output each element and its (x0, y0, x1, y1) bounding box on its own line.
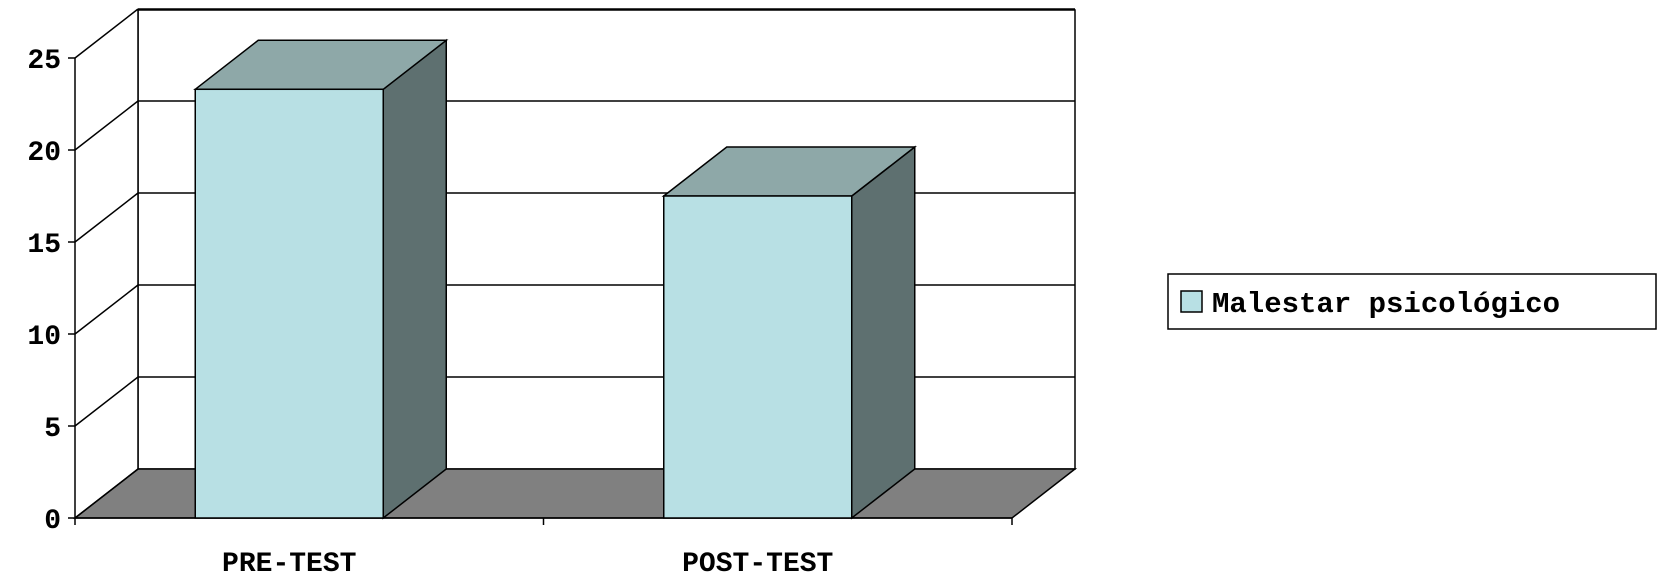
legend-swatch (1180, 290, 1203, 313)
category-label: PRE-TEST (222, 549, 356, 577)
bar-side (851, 145, 916, 520)
bars (193, 38, 917, 520)
gridline-diagonal (74, 192, 139, 243)
gridline-diagonal (74, 100, 139, 151)
category-label: POST-TEST (682, 549, 833, 577)
bar-side (382, 38, 447, 520)
bar (193, 38, 449, 520)
y-tick-label: 10 (27, 322, 61, 353)
y-tick-labels: 0 5 10 15 20 25 (27, 46, 61, 537)
gridline-diagonal (74, 376, 139, 427)
legend-box (1167, 273, 1657, 330)
bar-front (663, 195, 853, 519)
bar-front (194, 88, 384, 519)
y-tick-label: 25 (27, 46, 61, 77)
y-tick-label: 5 (44, 414, 61, 445)
gridline-diagonal (74, 8, 139, 59)
floor-edge (74, 468, 139, 519)
category-labels: PRE-TEST POST-TEST (222, 549, 833, 577)
gridline-diagonal (74, 284, 139, 335)
y-tick-label: 15 (27, 230, 61, 261)
bar (661, 145, 917, 520)
legend-label: Malestar psicológico (1212, 288, 1560, 321)
side-wall (75, 10, 138, 518)
y-tick-label: 20 (27, 138, 61, 169)
y-tick-label: 0 (44, 506, 61, 537)
legend: Malestar psicológico (1167, 273, 1657, 330)
